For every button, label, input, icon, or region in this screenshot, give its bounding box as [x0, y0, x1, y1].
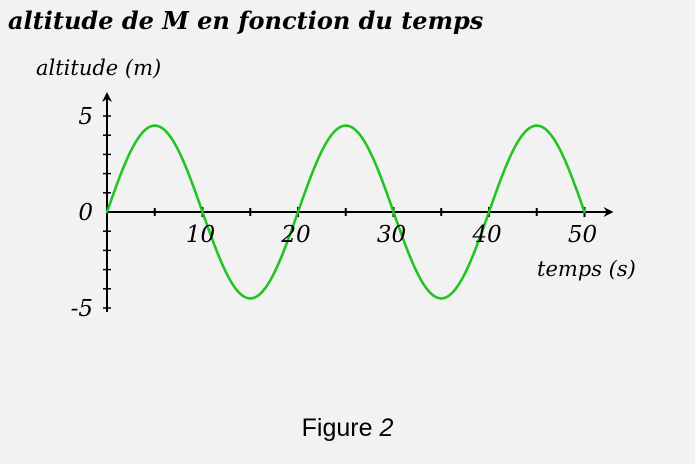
x-tick-label: 50: [568, 222, 597, 248]
caption-number: 2: [379, 414, 394, 442]
y-tick-label: -5: [71, 296, 93, 322]
y-axis-label: altitude (m): [36, 56, 161, 80]
series-line-0: [105, 124, 586, 300]
chart-title: altitude de M en fonction du temps: [8, 6, 484, 35]
caption-word: Figure: [301, 414, 373, 442]
y-tick-label: 0: [78, 200, 93, 226]
x-tick-label: 20: [280, 222, 310, 248]
x-tick-label: 10: [186, 222, 215, 248]
x-tick-label: 40: [471, 222, 501, 248]
y-tick-label: 5: [78, 104, 93, 130]
x-axis-label: temps (s): [537, 257, 636, 281]
x-tick-label: 30: [377, 222, 406, 248]
figure-caption: Figure 2: [0, 414, 695, 443]
